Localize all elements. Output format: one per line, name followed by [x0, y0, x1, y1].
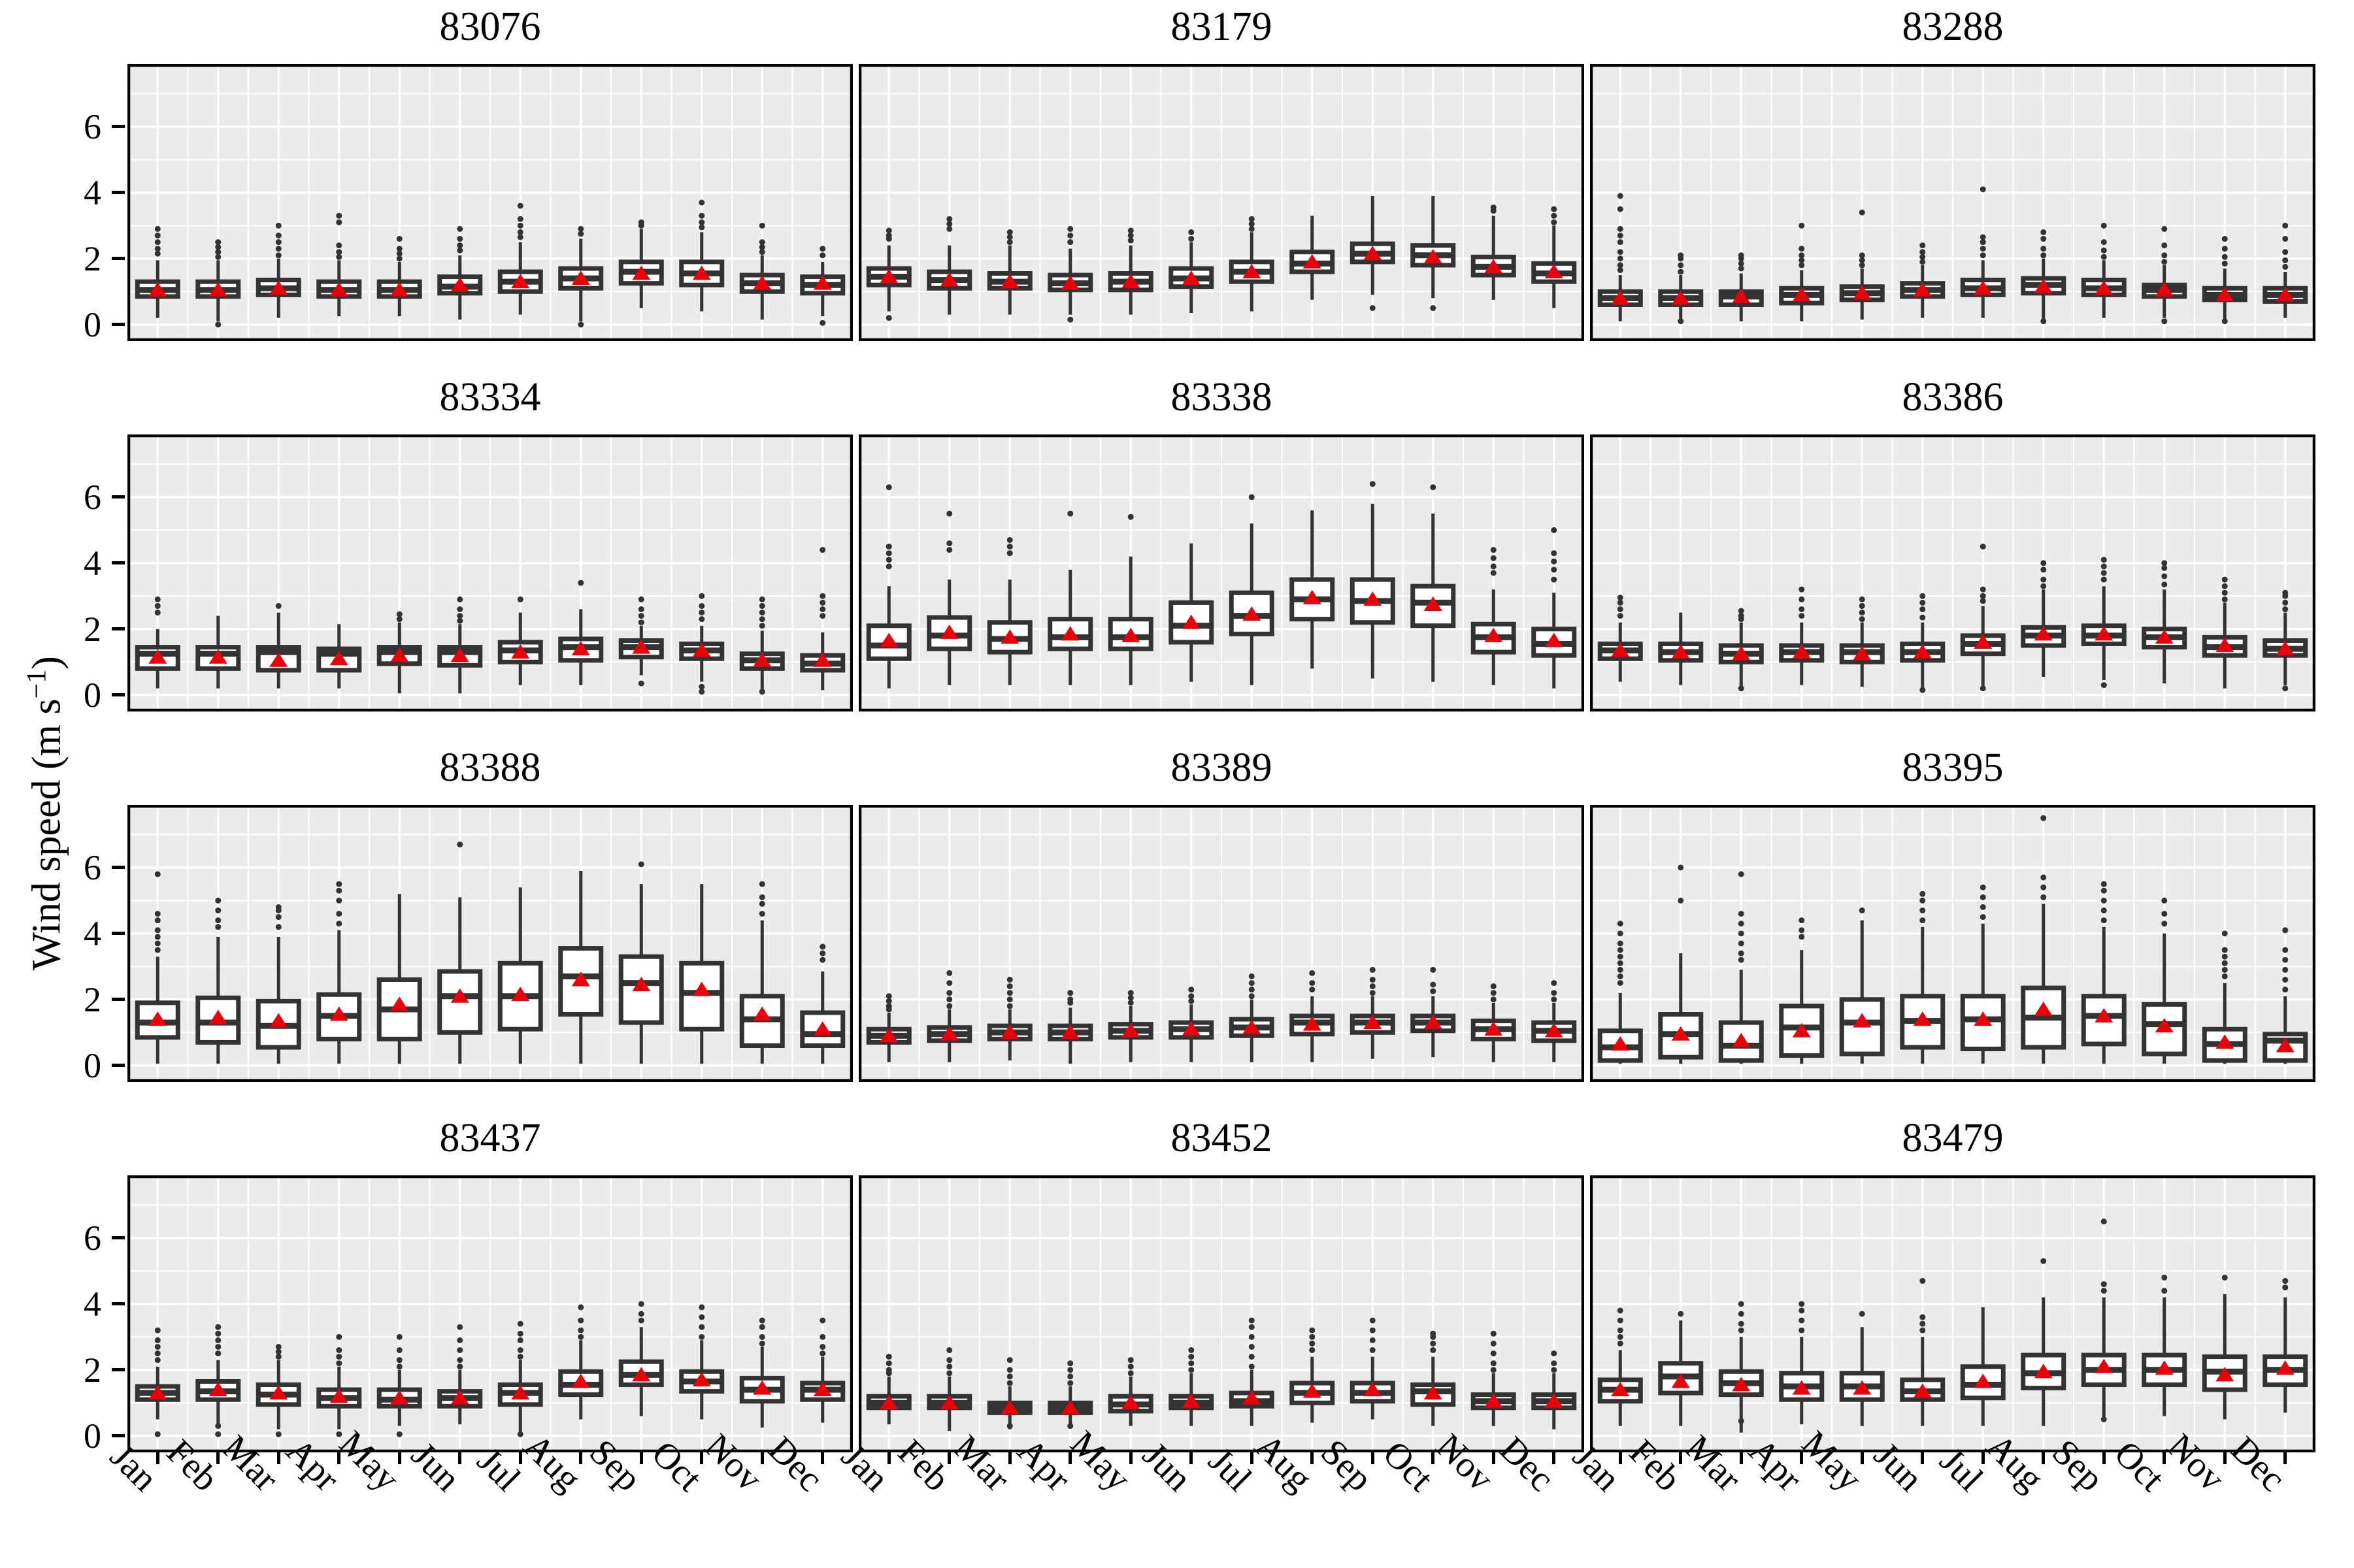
x-axis-tick: [1129, 1452, 1133, 1464]
x-axis-tick: [887, 1452, 891, 1464]
x-axis-tick: [1431, 1452, 1435, 1464]
y-axis-tick: [112, 627, 125, 631]
facet-panel-83179: [859, 64, 1584, 341]
x-axis-tick: [579, 1452, 583, 1464]
facet-title-83389: 83389: [1170, 745, 1272, 790]
x-axis-tick: [2042, 1452, 2046, 1464]
x-axis-tick: [1739, 1452, 1743, 1464]
y-axis-tick: [112, 1368, 125, 1372]
x-axis-tick: [1370, 1452, 1374, 1464]
y-axis-tick: [112, 932, 125, 936]
facet-panel-83452: [859, 1175, 1584, 1452]
y-axis-tick: [112, 1236, 125, 1240]
x-axis-tick: [156, 1452, 159, 1464]
y-axis-tick-label: 6: [84, 1218, 101, 1258]
x-axis-tick: [2102, 1452, 2106, 1464]
y-axis-tick: [112, 1064, 125, 1068]
facet-panel-83334: [127, 434, 853, 711]
facet-title-83288: 83288: [1902, 5, 2004, 49]
y-axis-tick: [112, 1434, 125, 1438]
x-axis-tick: [1310, 1452, 1314, 1464]
y-axis-tick-label: 0: [84, 304, 101, 344]
facet-panel-83338: [859, 434, 1584, 711]
x-axis-tick: [2163, 1452, 2166, 1464]
y-axis-tick-label: 2: [84, 609, 101, 649]
facet-panel-83076: [127, 64, 853, 341]
y-axis-tick-label: 2: [84, 238, 101, 278]
y-axis-tick: [112, 561, 125, 565]
x-axis-tick: [1981, 1452, 1985, 1464]
y-axis-tick-label: 0: [84, 1045, 101, 1085]
x-axis-tick: [1800, 1452, 1804, 1464]
x-axis-tick: [276, 1452, 280, 1464]
y-axis-tick: [112, 323, 125, 327]
x-axis-tick: [1008, 1452, 1012, 1464]
facet-title-83437: 83437: [439, 1116, 541, 1160]
y-axis-tick-label: 6: [84, 477, 101, 517]
y-axis-tick: [112, 257, 125, 261]
facet-title-83179: 83179: [1170, 5, 1272, 49]
x-axis-tick: [337, 1452, 341, 1464]
x-axis-tick: [821, 1452, 825, 1464]
y-axis-tick: [112, 866, 125, 870]
x-axis-tick: [760, 1452, 764, 1464]
x-axis-tick: [1618, 1452, 1622, 1464]
facet-panel-83389: [859, 805, 1584, 1082]
x-axis-tick: [2223, 1452, 2227, 1464]
x-axis-tick: [216, 1452, 220, 1464]
x-axis-tick: [639, 1452, 643, 1464]
facet-panel-83386: [1590, 434, 2315, 711]
y-axis-tick-label: 2: [84, 979, 101, 1019]
x-axis-tick: [1189, 1452, 1193, 1464]
y-axis-tick: [112, 693, 125, 697]
y-axis-tick: [112, 495, 125, 499]
y-axis-tick: [112, 1302, 125, 1306]
facet-title-83338: 83338: [1170, 375, 1272, 419]
x-axis-tick: [397, 1452, 401, 1464]
x-axis-tick: [1069, 1452, 1072, 1464]
facet-title-83334: 83334: [439, 375, 541, 419]
facet-panel-83437: [127, 1175, 853, 1452]
y-axis-tick-label: 4: [84, 1284, 101, 1324]
x-axis-tick: [1250, 1452, 1253, 1464]
y-axis-tick: [112, 125, 125, 129]
y-axis-tick: [112, 191, 125, 195]
x-axis-tick: [1552, 1452, 1556, 1464]
y-axis-title-close: ): [24, 656, 69, 670]
facet-panel-83388: [127, 805, 853, 1082]
y-axis-tick-label: 6: [84, 847, 101, 887]
x-axis-tick: [2283, 1452, 2287, 1464]
y-axis-tick-label: 0: [84, 675, 101, 715]
facet-title-83388: 83388: [439, 745, 541, 790]
facet-title-83479: 83479: [1902, 1116, 2004, 1160]
y-axis-tick: [112, 998, 125, 1002]
x-axis-tick: [1491, 1452, 1495, 1464]
facet-panel-83479: [1590, 1175, 2315, 1452]
facet-title-83452: 83452: [1170, 1116, 1272, 1160]
y-axis-tick-label: 2: [84, 1350, 101, 1390]
x-axis-tick: [1921, 1452, 1925, 1464]
x-axis-tick: [458, 1452, 462, 1464]
x-axis-tick: [1679, 1452, 1683, 1464]
x-axis-tick: [700, 1452, 704, 1464]
y-axis-tick-label: 4: [84, 172, 101, 212]
facet-title-83076: 83076: [439, 5, 541, 49]
y-axis-tick-label: 4: [84, 543, 101, 583]
x-axis-tick: [1860, 1452, 1864, 1464]
facet-panel-83395: [1590, 805, 2315, 1082]
y-axis-tick-label: 0: [84, 1416, 101, 1456]
x-axis-tick: [518, 1452, 522, 1464]
y-axis-tick-label: 4: [84, 913, 101, 953]
facet-panel-83288: [1590, 64, 2315, 341]
facet-title-83386: 83386: [1902, 375, 2004, 419]
y-axis-tick-label: 6: [84, 106, 101, 146]
x-axis-tick: [948, 1452, 952, 1464]
facet-title-83395: 83395: [1902, 745, 2004, 790]
